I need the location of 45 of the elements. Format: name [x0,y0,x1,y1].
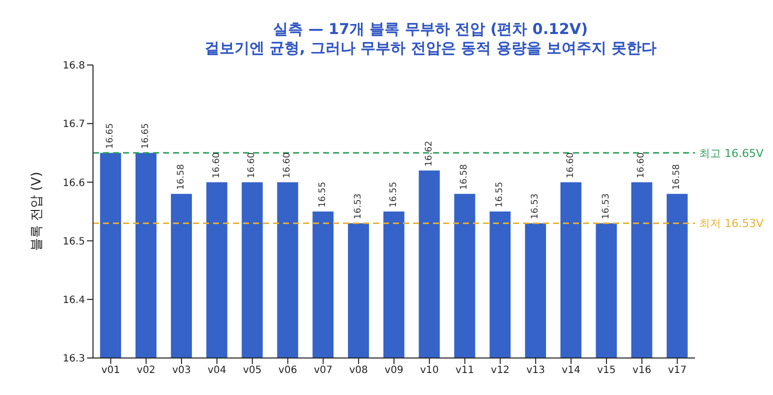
y-tick-label: 16.4 [62,294,85,306]
x-tick-label: v11 [455,365,474,376]
x-tick-label: v14 [562,365,580,376]
chart-title: 실측 — 17개 블록 무부하 전압 (편차 0.12V) [272,20,589,39]
data-label: 16.53 [601,193,612,220]
x-tick-label: v08 [349,365,368,376]
data-label: 16.53 [530,193,541,220]
ref-line-label: 최저 16.53V [699,217,764,230]
data-label: 16.60 [566,152,576,178]
y-tick-label: 16.8 [62,60,85,72]
x-tick-label: v09 [384,365,404,376]
data-label: 16.58 [460,164,470,190]
x-tick-label: v06 [278,365,298,376]
data-label: 16.60 [247,152,258,178]
y-tick-label: 16.3 [62,354,85,365]
data-label: 16.62 [424,140,434,166]
x-tick-label: v17 [668,365,687,376]
x-tick-label: v01 [101,365,120,376]
x-tick-label: v10 [420,365,439,376]
x-tick-label: v04 [208,365,226,376]
data-label: 16.60 [636,152,647,178]
x-tick-label: v03 [172,365,191,376]
x-tick-label: v16 [632,365,652,376]
data-label: 16.55 [388,182,399,208]
x-tick-label: v05 [243,365,262,376]
data-label: 16.65 [140,123,151,149]
y-tick-label: 16.5 [62,236,85,248]
x-tick-label: v15 [597,365,616,376]
data-label: 16.65 [106,123,116,149]
data-label: 16.53 [353,193,364,220]
ref-line-label: 최고 16.65V [699,146,764,160]
x-tick-label: v12 [490,365,510,376]
x-tick-label: v07 [314,365,333,376]
data-label: 16.60 [282,152,293,178]
data-label: 16.55 [495,182,506,208]
y-tick-label: 16.7 [62,119,85,130]
data-label: 16.55 [318,182,328,208]
data-label: 16.60 [212,152,222,178]
chart-subtitle: 겉보기엔 균형, 그러나 무부하 전압은 동적 용량을 보여주지 못한다 [203,39,658,58]
x-tick-label: v13 [526,365,545,376]
x-tick-label: v02 [136,365,156,376]
y-tick-label: 16.6 [62,178,85,189]
y-axis-title: 블록 전압 (V) [30,172,45,252]
data-label: 16.58 [672,164,682,190]
data-label: 16.58 [176,164,186,190]
